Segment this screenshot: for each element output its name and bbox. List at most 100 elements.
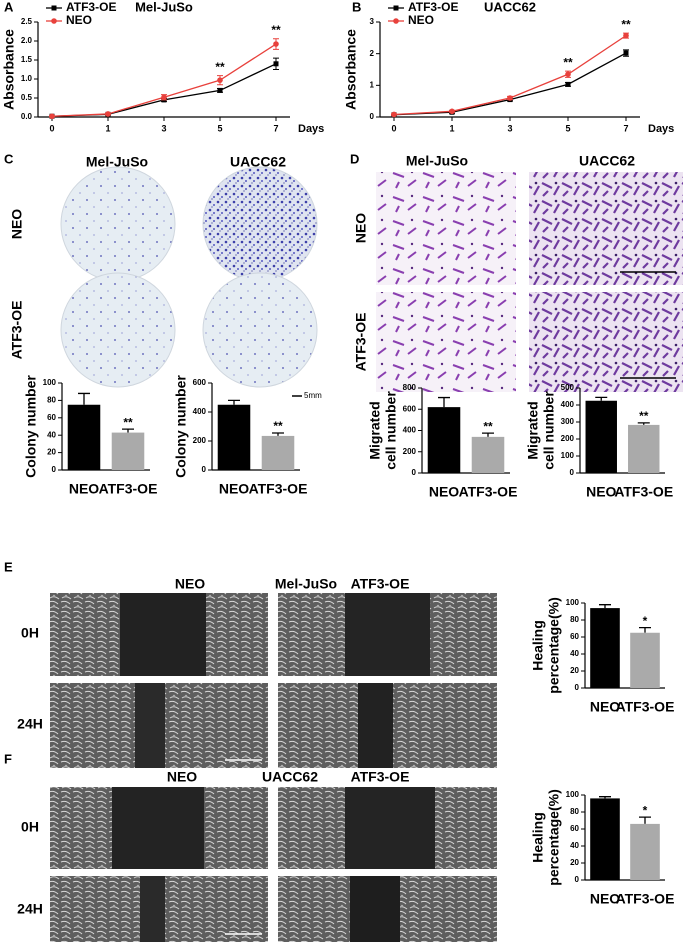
annotation: **	[123, 415, 133, 429]
wound-images-e	[50, 593, 497, 768]
error-bar	[599, 796, 611, 799]
row-label: 0H	[21, 625, 39, 641]
x-tick-label: ATF3-OE	[616, 891, 675, 907]
y-tick-label: 0	[575, 875, 580, 884]
x-tick-label: 0	[49, 123, 54, 133]
point	[565, 81, 571, 87]
y-tick-label: 100	[566, 598, 580, 607]
annotation: **	[563, 55, 573, 69]
point	[449, 108, 455, 115]
x-tick-label: NEO	[586, 484, 616, 500]
y-tick-label: 600	[403, 404, 417, 413]
point	[217, 87, 223, 93]
panel-letter: A	[4, 0, 14, 14]
y-tick-label: 1.5	[21, 55, 33, 64]
y-tick-label: 200	[193, 436, 207, 445]
point	[105, 111, 111, 117]
x-tick-label: 7	[623, 123, 628, 133]
y-tick-label: 0	[575, 683, 580, 692]
y-axis-label: Absorbance	[1, 29, 17, 110]
y-tick-label: 80	[570, 615, 579, 624]
error-bar	[639, 627, 651, 633]
y-tick-label: 20	[570, 858, 579, 867]
annotation: *	[643, 803, 648, 817]
column-label: UACC62	[579, 153, 635, 169]
x-tick-label: 5	[565, 123, 570, 133]
error-bar	[639, 816, 651, 824]
x-tick-label: NEO	[590, 699, 620, 715]
column-label: Mel-JuSo	[406, 153, 468, 169]
series-line	[393, 52, 627, 116]
bar	[590, 798, 620, 880]
legend-label: NEO	[66, 13, 92, 27]
y-tick-label: 2.5	[21, 17, 33, 26]
row-label: NEO	[353, 213, 369, 243]
panel-letter: D	[350, 151, 359, 166]
bar	[628, 424, 660, 473]
y-tick-label: 500	[561, 383, 575, 392]
x-tick-label: ATF3-OE	[99, 481, 158, 497]
y-tick-label: 60	[570, 824, 579, 833]
point	[623, 50, 629, 56]
y-tick-label: 40	[570, 649, 579, 658]
point	[217, 77, 223, 83]
y-tick-label: 80	[47, 396, 56, 405]
error-bar	[78, 392, 90, 405]
transwell-images	[376, 172, 683, 392]
panel-letter: C	[4, 151, 14, 166]
y-tick-label: 40	[570, 841, 579, 850]
y-tick-label: 100	[561, 451, 575, 460]
bar	[261, 435, 295, 470]
row-label: 24H	[17, 901, 43, 917]
point	[623, 32, 629, 39]
legend-marker	[51, 5, 57, 11]
y-axis-label: Healing	[530, 620, 546, 671]
x-tick-label: 0	[391, 123, 396, 133]
y-tick-label: 80	[570, 807, 579, 816]
bar	[427, 407, 461, 473]
y-tick-label: 0	[202, 465, 207, 474]
y-axis-label: percentage(%)	[546, 789, 562, 885]
error-bar	[228, 399, 240, 405]
column-label: NEO	[167, 769, 197, 785]
column-label: Mel-JuSo	[86, 154, 148, 170]
point	[49, 113, 55, 120]
y-tick-label: 60	[47, 413, 56, 422]
panel-letter: B	[352, 0, 361, 14]
panel-letter: E	[4, 559, 13, 574]
y-tick-label: 1.0	[21, 74, 33, 83]
bar	[630, 632, 660, 688]
point	[507, 95, 513, 101]
x-tick-label: NEO	[429, 484, 459, 500]
column-label: NEO	[175, 576, 205, 592]
column-label: UACC62	[262, 769, 318, 785]
y-tick-label: 0.5	[21, 93, 33, 102]
legend-label: ATF3-OE	[408, 0, 458, 14]
bar	[590, 608, 620, 688]
x-tick-label: 5	[217, 123, 222, 133]
y-tick-label: 400	[561, 400, 575, 409]
y-tick-label: 100	[566, 790, 580, 799]
legend-marker	[393, 18, 399, 24]
point	[565, 71, 571, 78]
annotation: **	[271, 23, 281, 37]
row-label: ATF3-OE	[353, 313, 369, 372]
annotation: **	[483, 419, 493, 433]
bar	[111, 432, 145, 470]
column-label: Mel-JuSo	[275, 576, 337, 592]
row-label: ATF3-OE	[9, 301, 25, 360]
legend-marker	[393, 5, 399, 11]
series-line	[51, 63, 277, 117]
row-label: 0H	[21, 819, 39, 835]
y-axis-label: percentage(%)	[546, 597, 562, 693]
bar	[630, 823, 660, 880]
y-axis-label: Migrated	[525, 401, 541, 459]
y-axis-label: cell number	[541, 391, 557, 470]
y-tick-label: 400	[193, 407, 207, 416]
row-label: NEO	[9, 209, 25, 239]
error-bar	[595, 396, 608, 401]
y-tick-label: 2	[370, 49, 375, 58]
y-tick-label: 0	[370, 112, 375, 121]
series-line	[393, 35, 627, 116]
